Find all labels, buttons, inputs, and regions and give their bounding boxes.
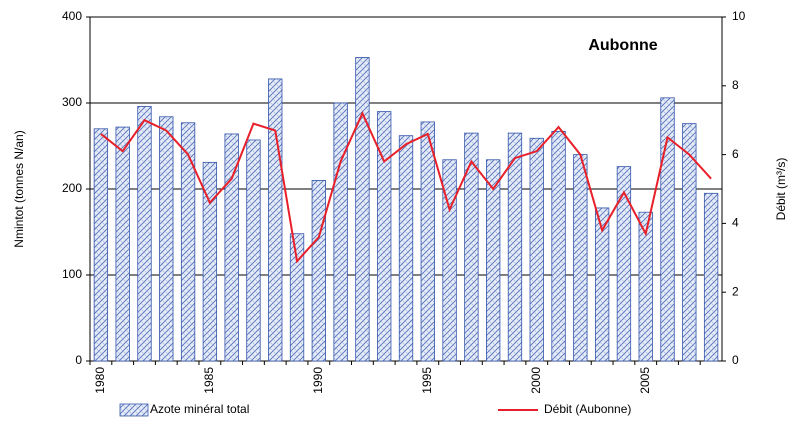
y-tick-label: 400 xyxy=(62,9,82,23)
bar xyxy=(529,137,544,362)
bar xyxy=(464,132,479,362)
bar xyxy=(268,78,283,362)
bar xyxy=(703,192,719,362)
bar xyxy=(398,135,414,362)
bar xyxy=(594,207,610,362)
bar xyxy=(616,166,632,362)
bar xyxy=(180,122,196,362)
bar xyxy=(202,161,218,362)
x-tick-label: 1980 xyxy=(93,367,107,394)
y-tick-label: 0 xyxy=(75,353,82,367)
y2-tick-label: 10 xyxy=(732,9,746,23)
y-tick-label: 200 xyxy=(62,181,82,195)
bar xyxy=(638,211,653,362)
bar xyxy=(289,233,305,362)
line xyxy=(100,110,712,264)
bar xyxy=(159,116,174,362)
bar xyxy=(246,139,261,362)
x-tick-label: 2000 xyxy=(529,367,543,394)
y2-axis-title: Débit (m³/s) xyxy=(774,158,788,221)
legend-label: Azote minéral total xyxy=(150,402,249,416)
x-tick-label: 2005 xyxy=(638,367,652,394)
bar xyxy=(355,57,370,362)
y2-tick-label: 0 xyxy=(732,353,739,367)
bar xyxy=(573,154,588,362)
y2-tick-label: 6 xyxy=(732,147,739,161)
x-tick-label: 1995 xyxy=(420,367,434,394)
bar xyxy=(551,130,566,362)
y2-tick-label: 4 xyxy=(732,216,739,230)
bar xyxy=(137,106,152,362)
y2-tick-label: 8 xyxy=(732,78,739,92)
annotation: Aubonne xyxy=(588,37,657,54)
y-tick-label: 100 xyxy=(62,267,82,281)
bar xyxy=(682,123,697,362)
y-axis-title: Nmintot (tonnes N/an) xyxy=(12,130,26,247)
bar xyxy=(311,179,326,362)
bar xyxy=(224,133,239,362)
legend-label: Débit (Aubonne) xyxy=(544,402,631,416)
bar xyxy=(115,126,130,362)
y-tick-label: 300 xyxy=(62,95,82,109)
bar xyxy=(420,121,435,362)
bar xyxy=(660,97,675,362)
y2-tick-label: 2 xyxy=(732,284,739,298)
bar xyxy=(486,159,501,362)
bar xyxy=(377,111,392,362)
x-tick-label: 1985 xyxy=(202,367,216,394)
legend-swatch xyxy=(119,403,149,417)
x-tick-label: 1990 xyxy=(311,367,325,394)
bar xyxy=(507,132,523,362)
bar xyxy=(93,128,109,362)
bar xyxy=(333,102,348,362)
bar xyxy=(442,159,457,362)
